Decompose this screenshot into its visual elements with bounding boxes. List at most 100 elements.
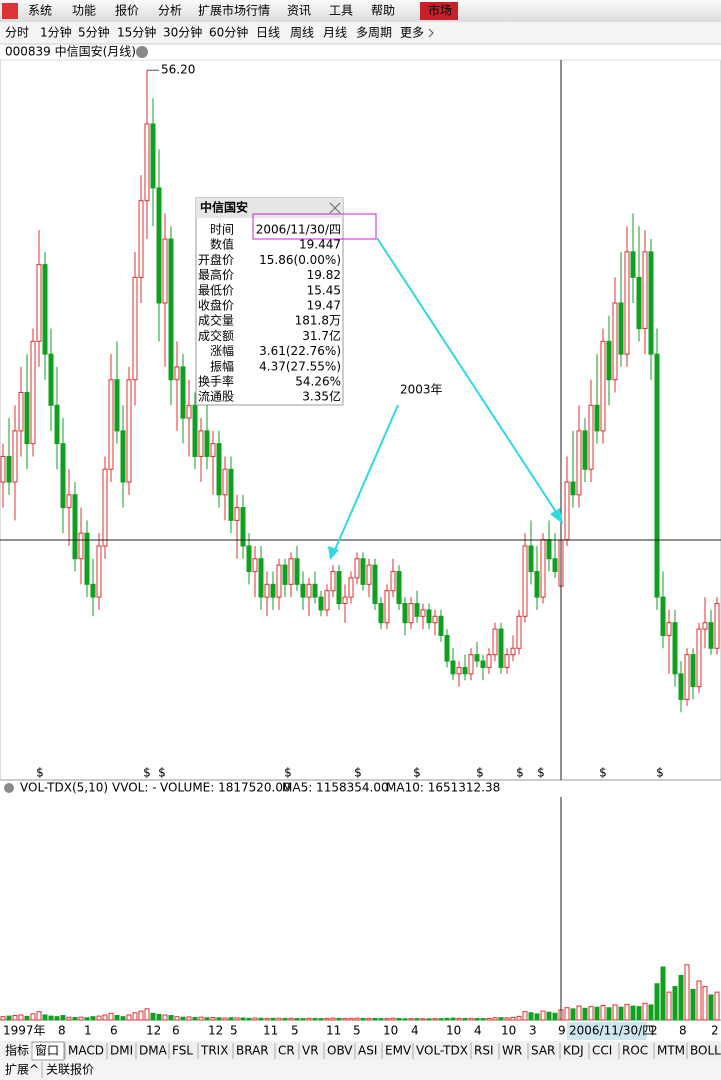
indicator-tab[interactable]: TRIX bbox=[200, 1044, 228, 1058]
indicator-tab[interactable]: BOLL bbox=[690, 1044, 721, 1058]
x-tick-label: 1 bbox=[84, 1024, 92, 1038]
indicator-tab[interactable]: WR bbox=[502, 1044, 522, 1058]
period-tab[interactable]: 月线 bbox=[323, 26, 347, 40]
menu-item[interactable]: 资讯 bbox=[287, 4, 311, 18]
tooltip-label: 最低价 bbox=[198, 283, 234, 297]
x-tick-label: 8 bbox=[58, 1024, 66, 1038]
candle-body bbox=[288, 558, 294, 585]
gap-marker: $ bbox=[284, 766, 292, 780]
candle-body bbox=[222, 468, 228, 496]
volume-bar bbox=[636, 1006, 642, 1021]
candle-body bbox=[342, 596, 348, 605]
indicator-tab[interactable]: 窗口 bbox=[35, 1044, 59, 1058]
status-item[interactable]: 关联报价 bbox=[46, 1062, 94, 1077]
period-tab[interactable]: 周线 bbox=[290, 26, 314, 40]
volume-bar bbox=[186, 1016, 192, 1021]
title-dropdown[interactable] bbox=[136, 46, 148, 58]
menu-item[interactable]: 报价 bbox=[115, 3, 139, 18]
menu-item[interactable]: 系统 bbox=[28, 4, 52, 18]
volume-bar bbox=[102, 1014, 108, 1021]
candle-body bbox=[378, 603, 384, 624]
indicator-tab[interactable]: MTM bbox=[657, 1044, 685, 1058]
period-tab[interactable]: 15分钟 bbox=[117, 25, 156, 40]
indicator-tab[interactable]: BRAR bbox=[236, 1044, 269, 1058]
menu-item[interactable]: 分析 bbox=[158, 4, 182, 18]
volume-bar bbox=[210, 1016, 216, 1021]
candle-body bbox=[456, 666, 462, 675]
volume-bar bbox=[216, 1017, 222, 1021]
indicator-dropdown[interactable] bbox=[4, 783, 14, 793]
volume-bar bbox=[402, 1018, 408, 1021]
x-tick-label: 10 bbox=[501, 1024, 516, 1038]
period-tab[interactable]: 多周期 bbox=[356, 26, 392, 40]
candle-body bbox=[504, 654, 510, 668]
tooltip-box bbox=[195, 197, 344, 406]
period-tab[interactable]: 日线 bbox=[256, 26, 280, 40]
x-tick-label: 6 bbox=[172, 1024, 180, 1038]
indicator-tab[interactable]: KDJ bbox=[563, 1044, 584, 1058]
indicator-tab[interactable]: ROC bbox=[622, 1044, 648, 1058]
volume-bar bbox=[306, 1017, 312, 1021]
gap-marker: $ bbox=[537, 766, 545, 780]
volume-bar bbox=[594, 1006, 600, 1021]
candle-body bbox=[648, 251, 654, 355]
period-tab[interactable]: 5分钟 bbox=[78, 25, 110, 40]
menu-item[interactable]: 帮助 bbox=[371, 4, 395, 18]
candle-body bbox=[450, 660, 456, 675]
volume-bar bbox=[6, 1015, 12, 1021]
period-tab[interactable]: 30分钟 bbox=[163, 25, 202, 40]
indicator-tab[interactable]: VR bbox=[302, 1044, 319, 1058]
tooltip-close[interactable] bbox=[329, 202, 341, 214]
app-icon bbox=[2, 3, 18, 19]
volume-bar bbox=[108, 1012, 114, 1021]
period-tab[interactable]: 更多 bbox=[400, 26, 424, 40]
volume-bar bbox=[120, 1016, 126, 1021]
gap-marker: $ bbox=[656, 766, 664, 780]
indicator-tab[interactable]: ASI bbox=[358, 1044, 377, 1058]
period-tab[interactable]: 1分钟 bbox=[40, 25, 72, 40]
indicator-tab[interactable]: FSL bbox=[172, 1044, 193, 1058]
volume-bar bbox=[516, 1015, 522, 1021]
candle-body bbox=[462, 666, 468, 675]
period-tab[interactable]: 分时 bbox=[5, 26, 29, 40]
volume-bar bbox=[258, 1017, 264, 1021]
candle-body bbox=[576, 430, 582, 496]
menu-item[interactable]: 功能 bbox=[72, 4, 96, 18]
candle-body bbox=[90, 583, 96, 598]
candle-body bbox=[516, 615, 522, 649]
indicator-tab[interactable]: VOL-TDX bbox=[416, 1044, 468, 1058]
menu-item[interactable]: 市场 bbox=[428, 3, 452, 18]
indicator-tab[interactable]: CCI bbox=[592, 1044, 612, 1058]
menu-item[interactable]: 工具 bbox=[329, 4, 353, 18]
menu-item[interactable]: 扩展市场行情 bbox=[198, 3, 270, 18]
candle-body bbox=[198, 430, 204, 457]
indicator-tab[interactable]: OBV bbox=[327, 1044, 353, 1058]
indicator-field: VOL-TDX(5,10) bbox=[20, 781, 108, 795]
volume-bar bbox=[114, 1015, 120, 1021]
candle-body bbox=[276, 564, 282, 598]
tooltip-value: 31.7亿 bbox=[302, 328, 341, 343]
volume-bar bbox=[456, 1017, 462, 1021]
volume-bar bbox=[132, 1012, 138, 1021]
volume-bar bbox=[576, 1005, 582, 1021]
indicator-tab[interactable]: DMI bbox=[110, 1044, 133, 1058]
candle-body bbox=[630, 251, 636, 278]
indicator-tab[interactable]: CR bbox=[278, 1044, 295, 1058]
indicator-tab[interactable]: RSI bbox=[474, 1044, 494, 1058]
indicator-tab[interactable]: 指标 bbox=[5, 1043, 29, 1058]
candle-body bbox=[348, 577, 354, 598]
period-tab[interactable]: 60分钟 bbox=[209, 25, 248, 40]
volume-bar bbox=[390, 1017, 396, 1021]
candle-body bbox=[594, 404, 600, 432]
indicator-tab[interactable]: SAR bbox=[531, 1044, 555, 1058]
volume-bar bbox=[264, 1017, 270, 1021]
candle-body bbox=[294, 558, 300, 585]
indicator-tab[interactable]: EMV bbox=[385, 1044, 412, 1058]
candle-body bbox=[300, 583, 306, 598]
indicator-tab[interactable]: MACD bbox=[68, 1044, 104, 1058]
status-item[interactable]: 扩展^ bbox=[5, 1063, 39, 1077]
indicator-tab[interactable]: DMA bbox=[139, 1044, 168, 1058]
candle-body bbox=[714, 603, 720, 649]
